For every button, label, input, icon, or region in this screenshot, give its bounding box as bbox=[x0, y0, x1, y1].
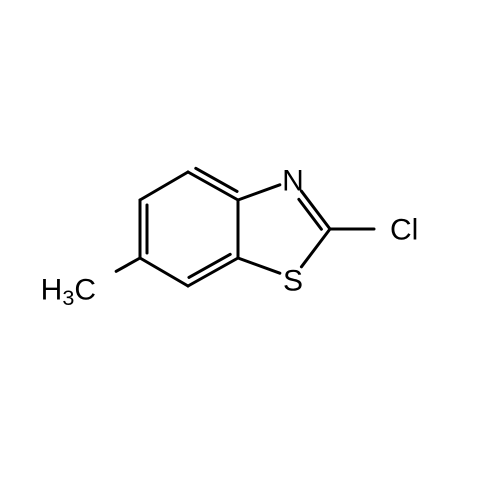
chemical-structure: N S Cl H3C bbox=[0, 0, 500, 500]
s-label: S bbox=[283, 265, 303, 298]
n-label: N bbox=[282, 165, 304, 198]
cl-label: Cl bbox=[390, 214, 418, 247]
ch3-label: H3C bbox=[41, 274, 96, 310]
